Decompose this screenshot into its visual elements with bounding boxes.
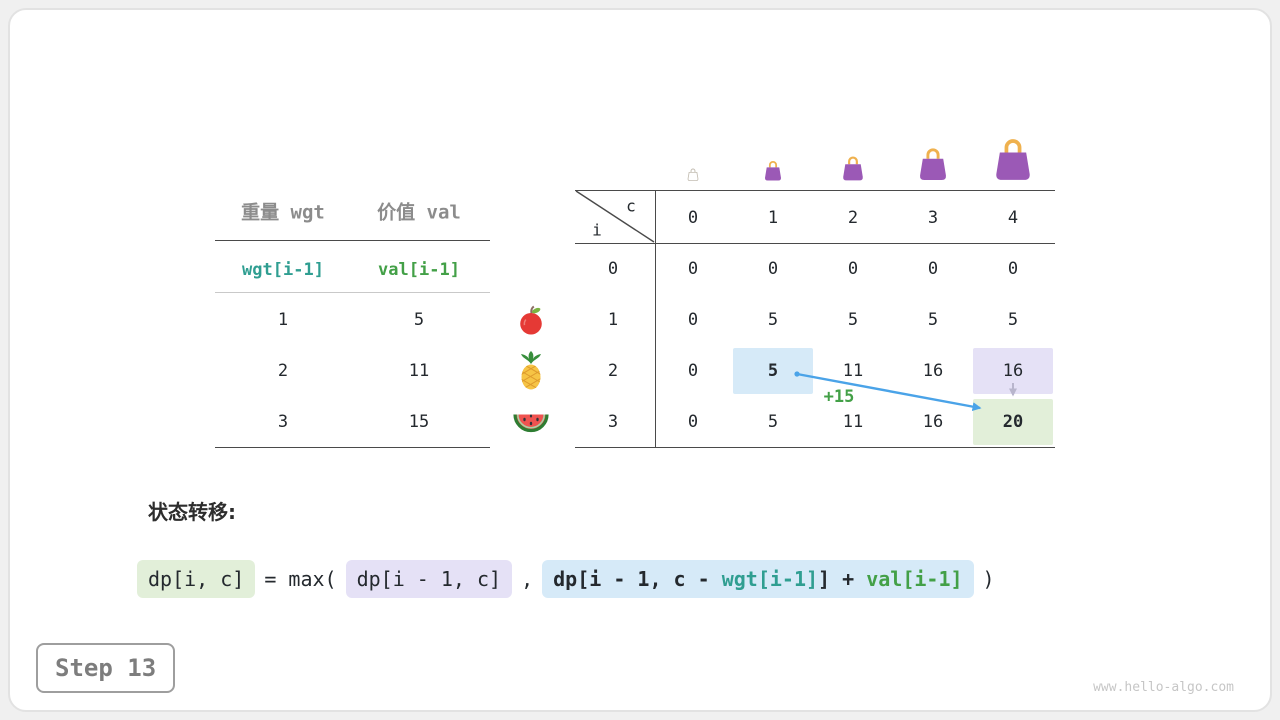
formula-option1: dp[i - 1, c]: [345, 560, 513, 598]
formula-lhs: dp[i, c]: [137, 560, 256, 598]
formula-option2-wgt: wgt[i-1]: [721, 567, 819, 591]
formula-separator: ,: [521, 567, 534, 591]
formula-option2-infix: ] +: [818, 567, 867, 591]
transition-formula: dp[i, c] = max( dp[i - 1, c] , dp[i - 1,…: [137, 560, 995, 598]
transition-label: 状态转移:: [148, 500, 236, 524]
figure-frame: [8, 8, 1272, 712]
formula-option2-prefix: dp[i - 1, c -: [553, 567, 722, 591]
formula-option2-val: val[i-1]: [866, 567, 963, 591]
watermark: www.hello-algo.com: [1093, 680, 1234, 695]
formula-closing: ): [982, 567, 995, 591]
formula-operator: = max(: [264, 567, 337, 591]
formula-option2: dp[i - 1, c - wgt[i-1]] + val[i-1]: [542, 560, 974, 598]
step-badge: Step 13: [36, 643, 176, 693]
